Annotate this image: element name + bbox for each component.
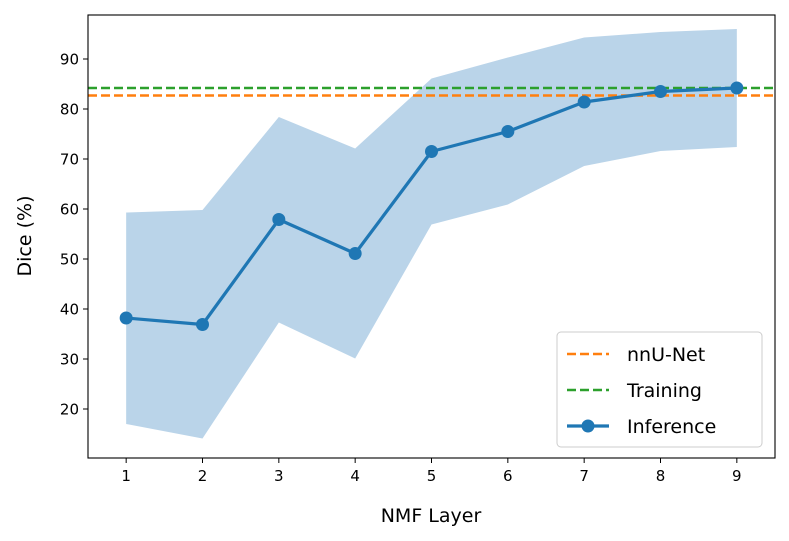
legend-label-training: Training: [626, 380, 702, 402]
x-tick-label: 4: [350, 467, 360, 485]
y-tick-label: 30: [60, 351, 79, 369]
inference-point: [196, 318, 209, 331]
y-tick-label: 20: [60, 401, 79, 419]
y-tick-label: 70: [60, 151, 79, 169]
plot-area: [88, 29, 775, 439]
y-tick-label: 40: [60, 301, 79, 319]
inference-point: [501, 125, 515, 138]
x-tick-label: 9: [732, 467, 742, 485]
legend-label-inference: Inference: [627, 416, 716, 438]
inference-band: [126, 29, 737, 439]
y-tick-label: 60: [60, 201, 79, 219]
inference-point: [348, 247, 362, 260]
inference-point: [654, 85, 667, 98]
x-tick-label: 2: [198, 467, 208, 485]
legend-marker-inference: [581, 419, 595, 433]
y-tick-label: 50: [60, 251, 79, 269]
x-tick-label: 1: [121, 467, 131, 485]
x-tick-label: 5: [427, 467, 437, 485]
x-tick-label: 8: [656, 467, 666, 485]
inference-point: [425, 145, 438, 158]
y-tick-label: 80: [60, 101, 79, 119]
x-tick-label: 3: [274, 467, 284, 485]
x-axis-label: NMF Layer: [381, 505, 482, 527]
x-tick-label: 6: [503, 467, 513, 485]
inference-point: [577, 95, 591, 109]
legend-label-nnu-net: nnU-Net: [627, 344, 705, 366]
legend: nnU-Net Training Inference: [556, 331, 763, 448]
y-axis-label: Dice (%): [14, 196, 36, 277]
axes: 1 2 3 4 5 6 7 8 9 20 30 40 50 60 70 80 90: [60, 14, 776, 485]
inference-point: [730, 81, 744, 95]
inference-point: [272, 213, 286, 226]
inference-point: [119, 311, 133, 325]
x-tick-label: 7: [579, 467, 589, 485]
y-tick-label: 90: [60, 51, 79, 69]
legend-box: [556, 331, 763, 448]
